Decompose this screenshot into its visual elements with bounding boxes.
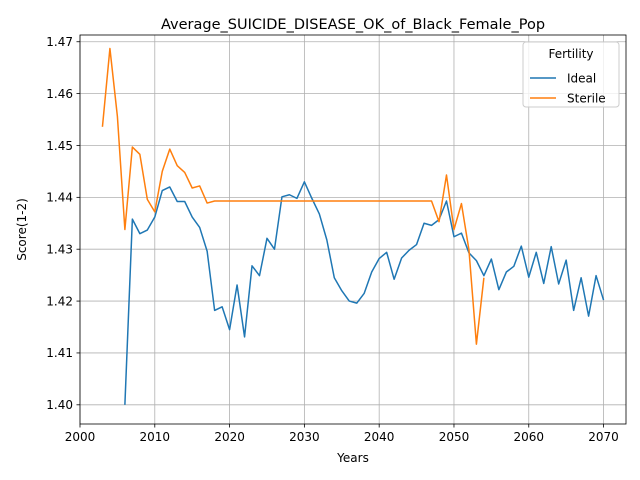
x-tick-label: 2000	[65, 430, 96, 444]
x-tick-label: 2050	[439, 430, 470, 444]
chart-title: Average_SUICIDE_DISEASE_OK_of_Black_Fema…	[161, 17, 545, 33]
x-tick-label: 2020	[214, 430, 245, 444]
x-tick-label: 2060	[513, 430, 544, 444]
y-axis-title: Score(1-2)	[15, 198, 29, 261]
x-axis-ticks: 2000 2010 2020 2030 2040 2050 2060 2070	[65, 424, 619, 444]
x-tick-label: 2010	[140, 430, 171, 444]
x-axis-title: Years	[336, 451, 369, 465]
series-lines	[101, 47, 605, 405]
y-tick-label: 1.43	[46, 243, 73, 257]
x-tick-label: 2070	[588, 430, 619, 444]
y-tick-label: 1.45	[46, 139, 73, 153]
x-tick-label: 2030	[289, 430, 320, 444]
y-tick-label: 1.47	[46, 35, 73, 49]
x-tick-label: 2040	[364, 430, 395, 444]
legend-label-sterile: Sterile	[567, 91, 606, 105]
y-tick-label: 1.42	[46, 294, 73, 308]
legend-box	[522, 41, 620, 108]
y-axis-ticks: 1.40 1.41 1.42 1.43 1.44 1.45 1.46 1.47	[46, 35, 80, 412]
legend-label-ideal: Ideal	[567, 71, 596, 85]
y-tick-label: 1.40	[46, 398, 73, 412]
legend-title: Fertility	[548, 47, 593, 61]
legend: Fertility Ideal Sterile	[522, 41, 620, 108]
y-tick-label: 1.41	[46, 346, 73, 360]
series-line-ideal	[124, 181, 605, 405]
plot-frame	[79, 34, 627, 425]
series-line-sterile	[101, 47, 485, 345]
legend-entries: Ideal Sterile	[530, 71, 606, 105]
y-tick-label: 1.46	[46, 87, 73, 101]
y-tick-label: 1.44	[46, 191, 73, 205]
